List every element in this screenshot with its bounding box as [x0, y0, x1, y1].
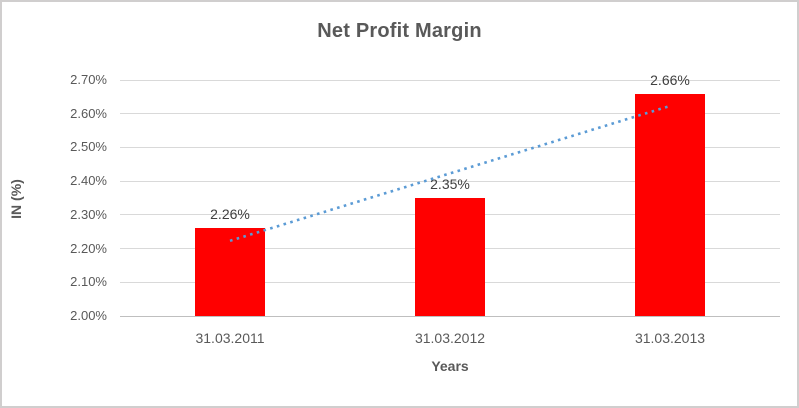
y-tick-label: 2.50%: [70, 139, 107, 155]
y-tick-label: 2.10%: [70, 274, 107, 290]
plot-area: 2.00% 2.10% 2.20% 2.30% 2.40% 2.50% 2.60% 2.70%…: [70, 72, 780, 323]
bar-31.03.2012: [415, 198, 485, 316]
bar-31.03.2013: [635, 93, 705, 316]
x-axis-title: Years: [431, 358, 469, 374]
y-tick-label: 2.70%: [70, 72, 107, 87]
chart-title: Net Profit Margin: [317, 20, 482, 42]
y-tick-label: 2.00%: [70, 308, 107, 323]
gridline: [120, 79, 780, 81]
x-category-label: 31.03.2012: [414, 330, 486, 346]
trendline: [229, 104, 671, 243]
gridline: [120, 146, 780, 148]
gridline: [120, 315, 780, 317]
x-category-label: 31.03.2013: [634, 330, 706, 346]
x-category-label: 31.03.2011: [195, 330, 265, 346]
y-tick-label: 2.60%: [70, 105, 107, 121]
bar-31.03.2011: [195, 228, 265, 316]
y-tick-label: 2.30%: [70, 206, 107, 222]
y-tick-label: 2.20%: [70, 240, 107, 256]
data-label-31.03.2013: 2.66%: [650, 71, 690, 88]
y-axis-title: IN (%): [8, 179, 24, 219]
gridline: [120, 113, 780, 115]
y-tick-label: 2.40%: [70, 173, 107, 189]
gridline: [120, 180, 780, 182]
data-label-31.03.2011: 2.26%: [210, 206, 250, 223]
data-label-31.03.2012: 2.35%: [430, 176, 470, 192]
